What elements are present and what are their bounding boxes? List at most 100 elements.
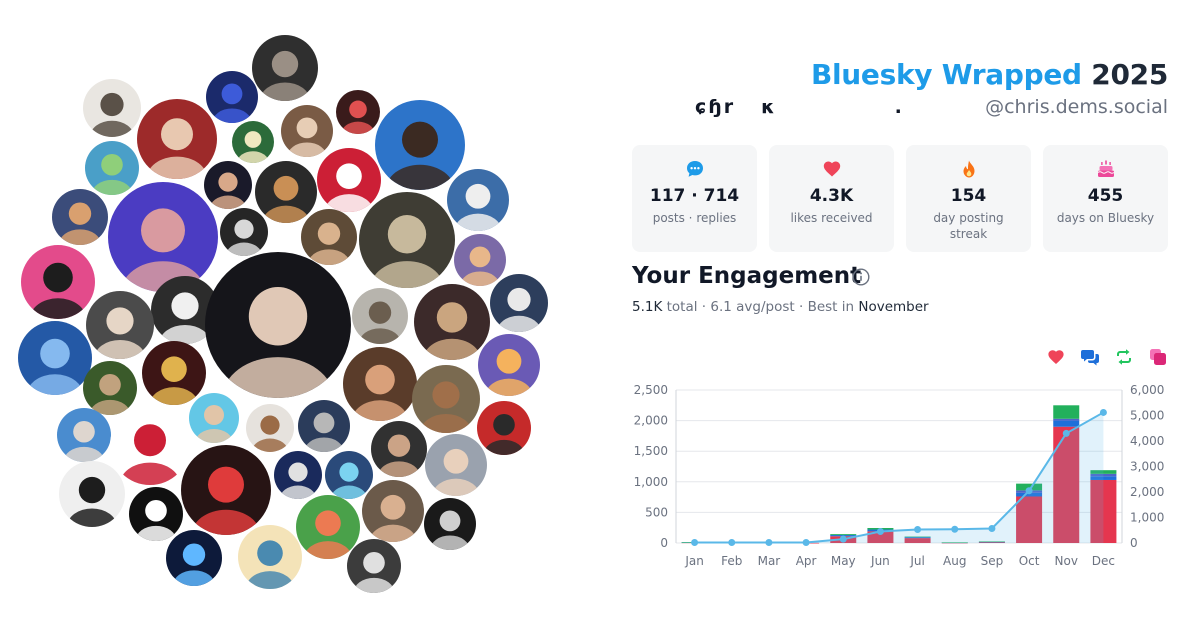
- cumulative-point[interactable]: [914, 525, 922, 533]
- y-left-tick-label: 1,500: [634, 444, 668, 458]
- bar-segment[interactable]: [1053, 420, 1080, 427]
- avatar[interactable]: [414, 284, 490, 360]
- bar-segment[interactable]: [830, 535, 857, 537]
- bar-segment[interactable]: [1090, 470, 1117, 474]
- cumulative-point[interactable]: [1099, 408, 1107, 416]
- avatar[interactable]: [447, 169, 509, 231]
- y-left-tick-label: 1,000: [634, 475, 668, 489]
- avatar[interactable]: [205, 252, 351, 398]
- bar-segment[interactable]: [904, 537, 931, 539]
- avatar[interactable]: [142, 341, 206, 405]
- bar-segment[interactable]: [978, 541, 1005, 543]
- cumulative-point[interactable]: [728, 538, 736, 546]
- avatar[interactable]: [424, 498, 476, 550]
- avatar[interactable]: [281, 105, 333, 157]
- avatar[interactable]: [490, 274, 548, 332]
- info-icon[interactable]: [852, 268, 870, 286]
- bar-segment[interactable]: [1053, 405, 1080, 419]
- avatar[interactable]: [412, 365, 480, 433]
- avatar[interactable]: [352, 288, 408, 344]
- avatar[interactable]: [425, 434, 487, 496]
- chat-bubble-icon: [632, 159, 757, 179]
- avatar[interactable]: [296, 495, 360, 559]
- avatar[interactable]: [375, 100, 465, 190]
- avatar[interactable]: [181, 445, 271, 535]
- avatar[interactable]: [359, 192, 455, 288]
- avatar[interactable]: [83, 361, 137, 415]
- bar-segment[interactable]: [978, 541, 1005, 543]
- avatar[interactable]: [478, 334, 540, 396]
- bar-segment[interactable]: [867, 531, 894, 543]
- cumulative-line: [694, 411, 1104, 544]
- avatar[interactable]: [83, 79, 141, 137]
- avatar[interactable]: [336, 90, 380, 134]
- y-right-tick-label: 0: [1130, 536, 1138, 550]
- avatar[interactable]: [166, 530, 222, 586]
- avatar[interactable]: [325, 451, 373, 499]
- avatar[interactable]: [347, 539, 401, 593]
- cumulative-point[interactable]: [1025, 487, 1033, 495]
- repost-icon[interactable]: [1114, 347, 1134, 367]
- bar-segment[interactable]: [1016, 483, 1043, 491]
- avatar[interactable]: [108, 182, 218, 292]
- avatar[interactable]: [454, 234, 506, 286]
- bar-segment[interactable]: [978, 542, 1005, 543]
- stat-label: likes received: [790, 211, 873, 225]
- avatar[interactable]: [274, 451, 322, 499]
- avatar[interactable]: [86, 291, 154, 359]
- reply-bubbles-icon[interactable]: [1080, 347, 1100, 367]
- avatar[interactable]: [252, 35, 318, 101]
- avatar[interactable]: [371, 421, 427, 477]
- stat-label: posts · replies: [652, 211, 737, 225]
- cumulative-point[interactable]: [839, 535, 847, 543]
- avatar[interactable]: [18, 321, 92, 395]
- avatar[interactable]: [204, 161, 252, 209]
- bar-segment[interactable]: [830, 534, 857, 536]
- stat-value: 117 · 714: [649, 186, 740, 206]
- bar-segment[interactable]: [904, 538, 931, 543]
- cumulative-point[interactable]: [765, 538, 773, 546]
- avatar[interactable]: [238, 525, 302, 589]
- avatar[interactable]: [301, 209, 357, 265]
- stat-value: 4.3K: [809, 186, 854, 206]
- engagement-total-word: total: [666, 299, 698, 315]
- y-left-tick-label: 2,500: [634, 383, 668, 397]
- cumulative-point[interactable]: [1062, 429, 1070, 437]
- bar-segment[interactable]: [904, 536, 931, 538]
- avatar[interactable]: [232, 121, 274, 163]
- cumulative-point[interactable]: [988, 524, 996, 532]
- bar-segment[interactable]: [1053, 418, 1080, 421]
- avatar[interactable]: [206, 71, 258, 123]
- bar-segment[interactable]: [1090, 476, 1117, 480]
- avatar[interactable]: [220, 208, 268, 256]
- cake-icon: [1043, 159, 1168, 179]
- cumulative-point[interactable]: [951, 525, 959, 533]
- avatar[interactable]: [189, 393, 239, 443]
- avatar[interactable]: [52, 189, 108, 245]
- quote-icon[interactable]: [1148, 347, 1168, 367]
- cumulative-point[interactable]: [691, 538, 699, 546]
- avatar[interactable]: [343, 347, 417, 421]
- avatar[interactable]: [255, 161, 317, 223]
- avatar[interactable]: [129, 487, 183, 541]
- avatar[interactable]: [85, 141, 139, 195]
- avatar[interactable]: [137, 99, 217, 179]
- heart-icon[interactable]: [1046, 347, 1066, 367]
- cumulative-point[interactable]: [876, 528, 884, 536]
- avatar[interactable]: [246, 404, 294, 452]
- bar-segment[interactable]: [1090, 479, 1117, 543]
- bar-segment[interactable]: [941, 542, 968, 543]
- bar-segment[interactable]: [1016, 496, 1043, 543]
- avatar[interactable]: [317, 148, 381, 212]
- cumulative-point[interactable]: [802, 538, 810, 546]
- avatar[interactable]: [477, 401, 531, 455]
- bar-segment[interactable]: [1090, 473, 1117, 477]
- bar-segment[interactable]: [1016, 492, 1043, 497]
- avatar[interactable]: [110, 405, 190, 485]
- avatar[interactable]: [57, 408, 111, 462]
- avatar[interactable]: [21, 245, 95, 319]
- avatar[interactable]: [362, 480, 424, 542]
- avatar[interactable]: [59, 461, 125, 527]
- y-left-tick-label: 500: [645, 505, 668, 519]
- avatar[interactable]: [298, 400, 350, 452]
